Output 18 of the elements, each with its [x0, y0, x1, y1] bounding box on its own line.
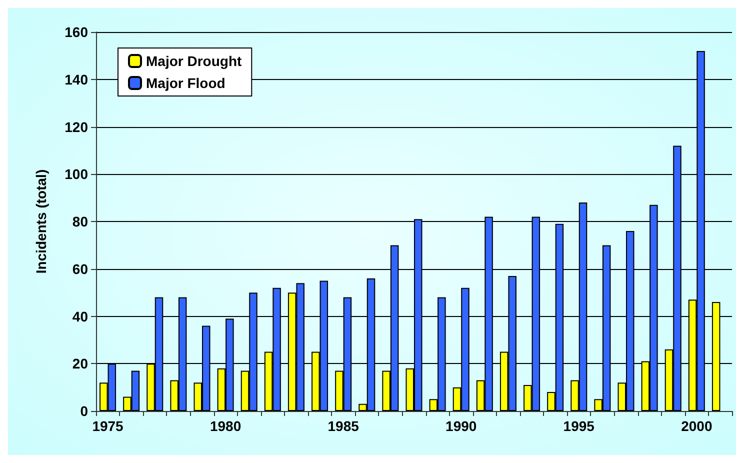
y-tick-label: 140	[64, 71, 88, 88]
y-tick-label: 40	[72, 308, 88, 324]
x-tick-label: 1995	[563, 418, 595, 434]
x-tick-label: 1990	[446, 418, 477, 434]
x-tick-label: 1975	[92, 418, 124, 434]
y-tick-label: 0	[80, 403, 88, 419]
x-tick-label: 1985	[328, 418, 360, 434]
x-tick-label: 2000	[681, 418, 712, 434]
y-tick-label: 120	[64, 118, 88, 135]
y-tick-label: 80	[72, 214, 88, 230]
y-tick-label: 160	[64, 24, 88, 40]
legend-label: Major Drought	[146, 53, 242, 69]
x-tick-label: 1980	[210, 418, 242, 434]
y-axis-title: Incidents (total)	[33, 169, 49, 274]
y-tick-label: 60	[72, 260, 88, 277]
y-tick-label: 20	[72, 356, 88, 372]
legend-label: Major Flood	[146, 75, 226, 91]
y-tick-label: 100	[64, 166, 88, 182]
